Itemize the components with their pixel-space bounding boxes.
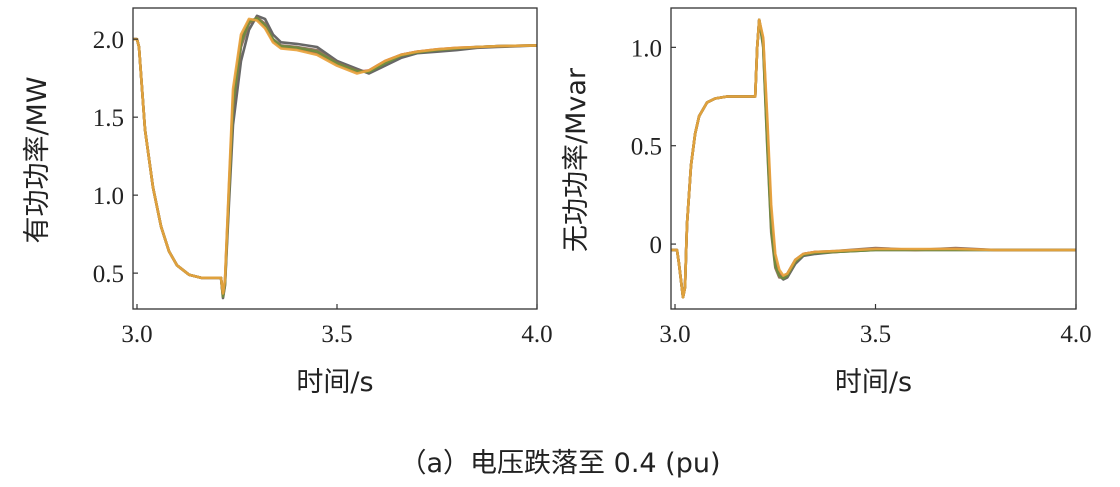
- reactive-ytick-label: 0: [650, 232, 663, 259]
- reactive-series-curve-4: [671, 18, 1076, 299]
- reactive-series-curve-3: [671, 18, 1076, 299]
- active-xtick-label: 3.0: [121, 321, 152, 348]
- reactive-series-curve-2: [671, 18, 1076, 299]
- active-ytick-label: 0.5: [93, 261, 124, 288]
- active-xtick-label: 3.5: [321, 321, 352, 348]
- reactive-power-chart: 3.0 3.5 4.0 0 0.5 1.0 时间/s 无功功率/Mvar: [561, 7, 1092, 398]
- active-ytick-label: 2.0: [93, 27, 124, 54]
- figure-caption: （a）电压跌落至 0.4 (pu): [400, 448, 721, 479]
- active-plot-frame: [132, 7, 538, 310]
- reactive-xtick-label: 3.0: [659, 321, 690, 348]
- reactive-ytick-label: 1.0: [631, 35, 662, 62]
- active-power-chart: 3.0 3.5 4.0 0.5 1.0 1.5 2.0 时间/s 有功功率/MW: [22, 7, 553, 398]
- reactive-ytick-label: 0.5: [631, 134, 662, 161]
- active-series-curve-5: [133, 17, 537, 295]
- active-ytick-label: 1.5: [93, 105, 124, 132]
- reactive-xtick-label: 3.5: [860, 321, 891, 348]
- active-series-group: [133, 14, 537, 300]
- reactive-x-axis-label: 时间/s: [835, 367, 912, 398]
- reactive-y-axis-label: 无功功率/Mvar: [561, 67, 592, 252]
- reactive-xtick-label: 4.0: [1060, 321, 1091, 348]
- reactive-series-curve-1: [671, 18, 1076, 299]
- active-series-curve-1: [133, 14, 537, 300]
- active-x-axis-label: 时间/s: [296, 367, 373, 398]
- reactive-plot-frame: [670, 7, 1077, 310]
- reactive-series-curve-5: [671, 18, 1076, 299]
- active-ytick-label: 1.0: [93, 183, 124, 210]
- reactive-series-group: [671, 18, 1076, 299]
- active-y-axis-label: 有功功率/MW: [22, 76, 53, 243]
- active-xtick-label: 4.0: [521, 321, 552, 348]
